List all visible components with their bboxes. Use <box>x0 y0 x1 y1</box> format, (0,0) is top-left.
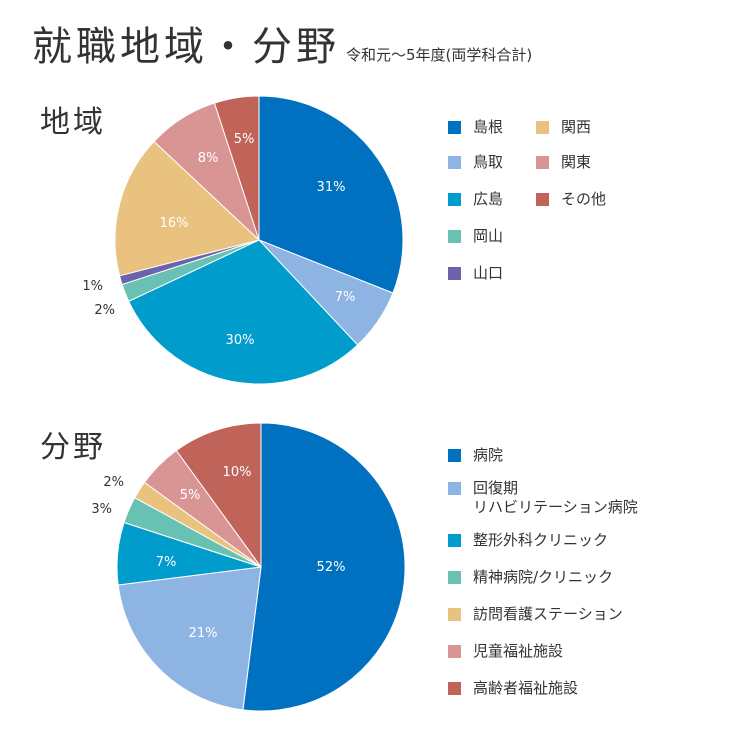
legend-label: 病院 <box>473 446 504 464</box>
legend-label: 訪問看護ステーション <box>473 605 623 623</box>
region-slice-7 <box>213 95 260 241</box>
region-legend-item: 広島 <box>448 190 503 209</box>
field-legend-item: 病院 <box>448 446 503 465</box>
field-legend-item: 精神病院/クリニック <box>448 568 613 587</box>
region-slice-label-3: 2% <box>94 303 115 318</box>
field-slice-label-3: 3% <box>91 502 112 517</box>
page-subtitle: 令和元～5年度(両学科合計) <box>346 46 533 64</box>
field-legend-item: 回復期 リハビリテーション病院 <box>448 479 638 517</box>
legend-swatch <box>448 193 461 206</box>
region-legend-item: 鳥取 <box>448 153 503 172</box>
legend-swatch <box>448 156 461 169</box>
region-slice-2 <box>128 239 359 385</box>
legend-label: 広島 <box>473 190 504 208</box>
legend-swatch <box>448 608 461 621</box>
field-legend-item: 整形外科クリニック <box>448 531 608 550</box>
legend-label: 山口 <box>473 264 504 282</box>
field-legend-item: 児童福祉施設 <box>448 642 563 661</box>
legend-swatch <box>448 267 461 280</box>
field-slice-label-1: 21% <box>189 626 218 641</box>
legend-swatch <box>448 449 461 462</box>
legend-swatch <box>448 682 461 695</box>
legend-label: 児童福祉施設 <box>473 642 564 660</box>
field-slice-6 <box>175 422 262 569</box>
field-slice-label-5: 5% <box>180 488 201 503</box>
legend-label: 関東 <box>561 153 592 171</box>
field-slice-0 <box>242 422 406 712</box>
region-legend-item: 関西 <box>536 118 591 137</box>
region-slice-5 <box>114 140 261 277</box>
region-slice-label-1: 7% <box>335 290 356 305</box>
field-slice-label-2: 7% <box>156 555 177 570</box>
page-title: 就職地域・分野 <box>32 24 340 70</box>
legend-label: 鳥取 <box>473 153 504 171</box>
region-section-label: 地域 <box>40 105 106 140</box>
region-legend-item: 岡山 <box>448 227 503 246</box>
field-section-label: 分野 <box>40 430 106 465</box>
legend-swatch <box>448 482 461 495</box>
legend-label: 関西 <box>561 118 592 136</box>
legend-swatch <box>448 230 461 243</box>
legend-swatch <box>536 193 549 206</box>
region-slice-0 <box>258 95 404 294</box>
field-slice-1 <box>117 566 262 711</box>
region-slice-label-0: 31% <box>317 180 346 195</box>
legend-label: 高齢者福祉施設 <box>473 679 579 697</box>
field-legend-item: 訪問看護ステーション <box>448 605 623 624</box>
field-legend-item: 高齢者福祉施設 <box>448 679 578 698</box>
region-slice-label-4: 1% <box>82 279 103 294</box>
region-slice-label-2: 30% <box>226 333 255 348</box>
legend-swatch <box>448 534 461 547</box>
field-slice-label-4: 2% <box>103 475 124 490</box>
legend-label: 回復期 リハビリテーション病院 <box>473 479 638 516</box>
legend-swatch <box>536 121 549 134</box>
region-legend-item: 島根 <box>448 118 503 137</box>
legend-swatch <box>448 121 461 134</box>
legend-swatch <box>448 645 461 658</box>
legend-label: 精神病院/クリニック <box>473 568 614 586</box>
region-slice-label-6: 8% <box>198 151 219 166</box>
legend-swatch <box>448 571 461 584</box>
region-slice-label-7: 5% <box>234 132 255 147</box>
legend-swatch <box>536 156 549 169</box>
region-legend-item: その他 <box>536 190 606 209</box>
field-slice-label-0: 52% <box>317 560 346 575</box>
legend-label: 整形外科クリニック <box>473 531 609 549</box>
region-slice-label-5: 16% <box>160 216 189 231</box>
legend-label: 島根 <box>473 118 504 136</box>
region-legend-item: 山口 <box>448 264 503 283</box>
legend-label: 岡山 <box>473 227 504 245</box>
region-legend-item: 関東 <box>536 153 591 172</box>
legend-label: その他 <box>561 190 607 208</box>
field-slice-label-6: 10% <box>223 465 252 480</box>
